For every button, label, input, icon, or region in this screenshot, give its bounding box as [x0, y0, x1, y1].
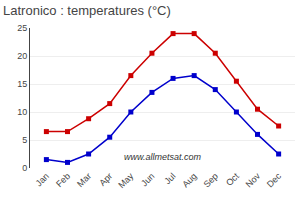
- svg-text:20: 20: [17, 51, 27, 61]
- svg-text:25: 25: [17, 23, 27, 33]
- svg-text:May: May: [116, 171, 135, 190]
- svg-text:Latronico : temperatures (°C): Latronico : temperatures (°C): [3, 3, 171, 18]
- svg-text:15: 15: [17, 79, 27, 89]
- svg-text:0: 0: [22, 163, 27, 173]
- svg-text:Sep: Sep: [201, 171, 219, 189]
- svg-text:Dec: Dec: [265, 171, 284, 190]
- svg-text:www.allmetsat.com: www.allmetsat.com: [124, 152, 202, 162]
- svg-text:Jul: Jul: [162, 171, 177, 186]
- svg-text:Jun: Jun: [139, 171, 156, 188]
- svg-text:Oct: Oct: [224, 171, 241, 188]
- svg-text:Aug: Aug: [180, 171, 198, 189]
- svg-text:Mar: Mar: [75, 171, 93, 189]
- svg-text:Feb: Feb: [54, 171, 72, 189]
- svg-text:Apr: Apr: [97, 171, 114, 188]
- svg-text:5: 5: [22, 135, 27, 145]
- svg-text:Jan: Jan: [34, 171, 51, 188]
- svg-text:10: 10: [17, 107, 27, 117]
- svg-text:Nov: Nov: [244, 171, 263, 190]
